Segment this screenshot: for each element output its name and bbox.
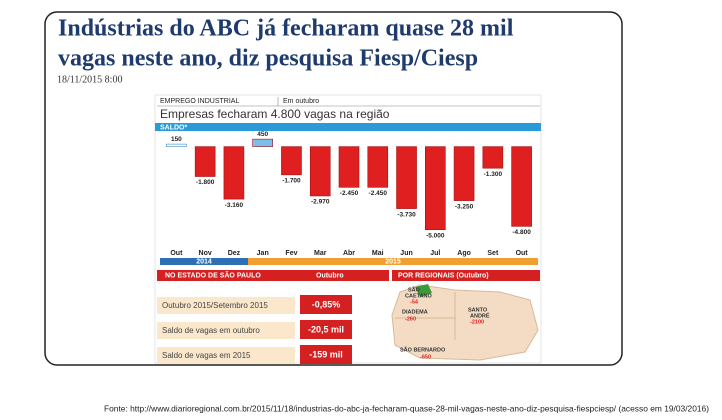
map-value: -650 (420, 354, 431, 360)
map-title: POR REGIONAIS (Outubro) (398, 272, 489, 279)
bar (223, 146, 245, 200)
x-tick-label: Nov (199, 250, 212, 257)
row-value: -0,85% (312, 299, 341, 309)
title-line-1: Indústrias do ABC já fecharam quase 28 m… (58, 16, 514, 42)
title-line-2: vagas neste ano, diz pesquisa Fiesp/Cies… (58, 46, 478, 72)
value-label: -2.970 (311, 199, 330, 206)
row-label: Saldo de vagas em outubro (162, 326, 260, 335)
map-value: -54 (410, 299, 419, 305)
value-label: -4.800 (512, 229, 531, 236)
x-tick-label: Jul (430, 250, 440, 257)
map-value: -260 (405, 316, 416, 322)
year-label: 2014 (196, 258, 212, 265)
x-tick-label: Jun (400, 250, 412, 257)
row-box (157, 347, 295, 364)
map-name: ANDRÉ (470, 311, 490, 319)
map-header (392, 270, 540, 281)
map-highlight (415, 284, 432, 297)
map-name: CAETANO (405, 293, 433, 299)
period-label: Em outubro (283, 98, 319, 105)
value-label: -3.250 (455, 203, 474, 210)
x-tick-label: Abr (343, 250, 355, 257)
source: Fonte: http://www.diarioregional.com.br/… (104, 403, 709, 413)
x-tick-label: Dez (228, 250, 241, 257)
x-tick-label: Ago (457, 250, 471, 257)
bar (396, 146, 417, 209)
saldo-strip (155, 123, 541, 131)
map-name: SÃO BERNARDO (400, 346, 446, 353)
map-name: SÃO (408, 286, 421, 293)
value-label: -5.000 (426, 232, 445, 239)
value-label: -2.450 (340, 190, 359, 197)
value-label: -2.450 (369, 190, 388, 197)
bar (252, 138, 273, 147)
value-label: -1.800 (196, 179, 215, 186)
x-tick-label: Jan (257, 250, 269, 257)
value-label: -3.730 (397, 211, 416, 218)
row-value: -159 mil (309, 349, 343, 359)
date: 18/11/2015 8:00 (57, 74, 122, 85)
row-box (157, 297, 295, 314)
bar (482, 146, 504, 169)
value-label: -1.700 (282, 178, 301, 185)
row-value-box (300, 345, 352, 364)
year-band (248, 258, 538, 265)
table-title: NO ESTADO DE SÃO PAULO (165, 270, 261, 279)
bar (166, 143, 187, 147)
row-label: Outubro 2015/Setembro 2015 (162, 301, 268, 310)
x-tick-label: Mar (314, 250, 327, 257)
value-label: -3.160 (225, 202, 244, 209)
value-label: 450 (257, 131, 268, 138)
map-value: -2100 (470, 319, 484, 325)
bar (425, 146, 446, 230)
row-value-box (300, 295, 352, 314)
x-tick-label: Fev (285, 250, 297, 257)
x-tick-label: Set (487, 250, 499, 257)
bar (338, 146, 360, 188)
map-region (391, 284, 539, 361)
row-value-box (300, 320, 352, 339)
map-name: DIADEMA (402, 309, 428, 315)
row-label: Saldo de vagas em 2015 (162, 351, 251, 360)
bar (309, 146, 331, 197)
table-header (157, 270, 389, 281)
bar (194, 146, 216, 177)
row-box (157, 322, 295, 339)
table-column: Outubro (316, 272, 344, 279)
x-tick-label: Out (516, 250, 529, 257)
section-label: EMPREGO INDUSTRIAL (160, 98, 239, 105)
map-name: SANTO (468, 307, 488, 313)
headline: Empresas fecharam 4.800 vagas na região (160, 107, 390, 121)
x-tick-label: Out (170, 250, 183, 257)
row-value: -20,5 mil (308, 324, 344, 334)
year-band (160, 258, 248, 265)
x-tick-label: Mai (372, 250, 384, 257)
year-label: 2015 (385, 258, 401, 265)
value-label: 150 (171, 136, 182, 143)
saldo-label: SALDO* (160, 124, 188, 131)
bar (367, 146, 389, 188)
value-label: -1.300 (484, 171, 503, 178)
bar (281, 146, 302, 176)
bar (453, 146, 475, 201)
bar (511, 146, 532, 227)
